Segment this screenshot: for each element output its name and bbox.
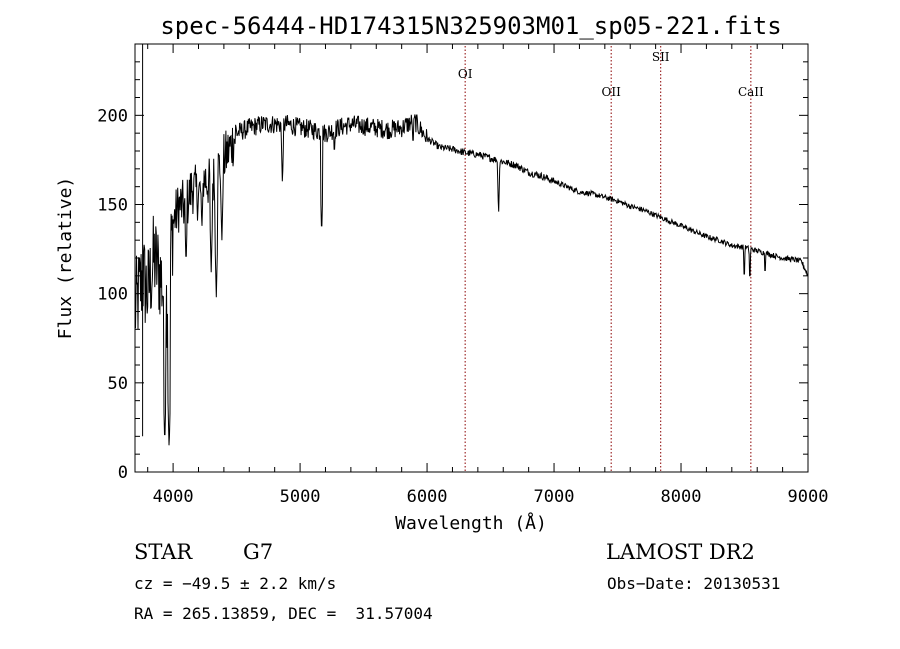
survey-name: LAMOST DR2 bbox=[606, 540, 755, 564]
line-marker-label: OII bbox=[602, 85, 622, 99]
x-axis-ticks: 4000 5000 6000 7000 8000 9000 bbox=[147, 44, 829, 507]
x-tick-label: 9000 bbox=[788, 487, 829, 507]
x-tick-label: 8000 bbox=[661, 487, 702, 507]
x-tick-label: 5000 bbox=[280, 487, 321, 507]
plot-frame bbox=[134, 43, 809, 473]
y-axis-label: Flux (relative) bbox=[55, 177, 76, 340]
y-tick-label: 200 bbox=[97, 106, 128, 126]
spectrum-line bbox=[134, 44, 809, 446]
observation-date: Obs−Date: 20130531 bbox=[607, 574, 781, 593]
y-tick-label: 150 bbox=[97, 196, 128, 216]
object-class: STAR bbox=[134, 540, 193, 564]
redshift-cz: cz = −49.5 ± 2.2 km/s bbox=[134, 574, 337, 593]
object-subclass: G7 bbox=[243, 540, 274, 564]
x-tick-label: 6000 bbox=[407, 487, 448, 507]
line-markers: OI OII SII CaII bbox=[458, 46, 764, 471]
line-marker-label: SII bbox=[652, 50, 670, 64]
chart-title: spec-56444-HD174315N325903M01_sp05-221.f… bbox=[160, 12, 781, 40]
x-tick-label: 4000 bbox=[153, 487, 194, 507]
x-axis-label: Wavelength (Å) bbox=[395, 512, 547, 534]
y-tick-label: 50 bbox=[108, 374, 128, 394]
x-tick-label: 7000 bbox=[534, 487, 575, 507]
y-tick-label: 100 bbox=[97, 285, 128, 305]
coordinates: RA = 265.13859, DEC = 31.57004 bbox=[134, 604, 433, 623]
y-axis-ticks: 0 50 100 150 200 bbox=[97, 61, 808, 483]
line-marker-label: OI bbox=[458, 67, 473, 81]
line-marker-label: CaII bbox=[738, 85, 764, 99]
y-tick-label: 0 bbox=[118, 463, 128, 483]
